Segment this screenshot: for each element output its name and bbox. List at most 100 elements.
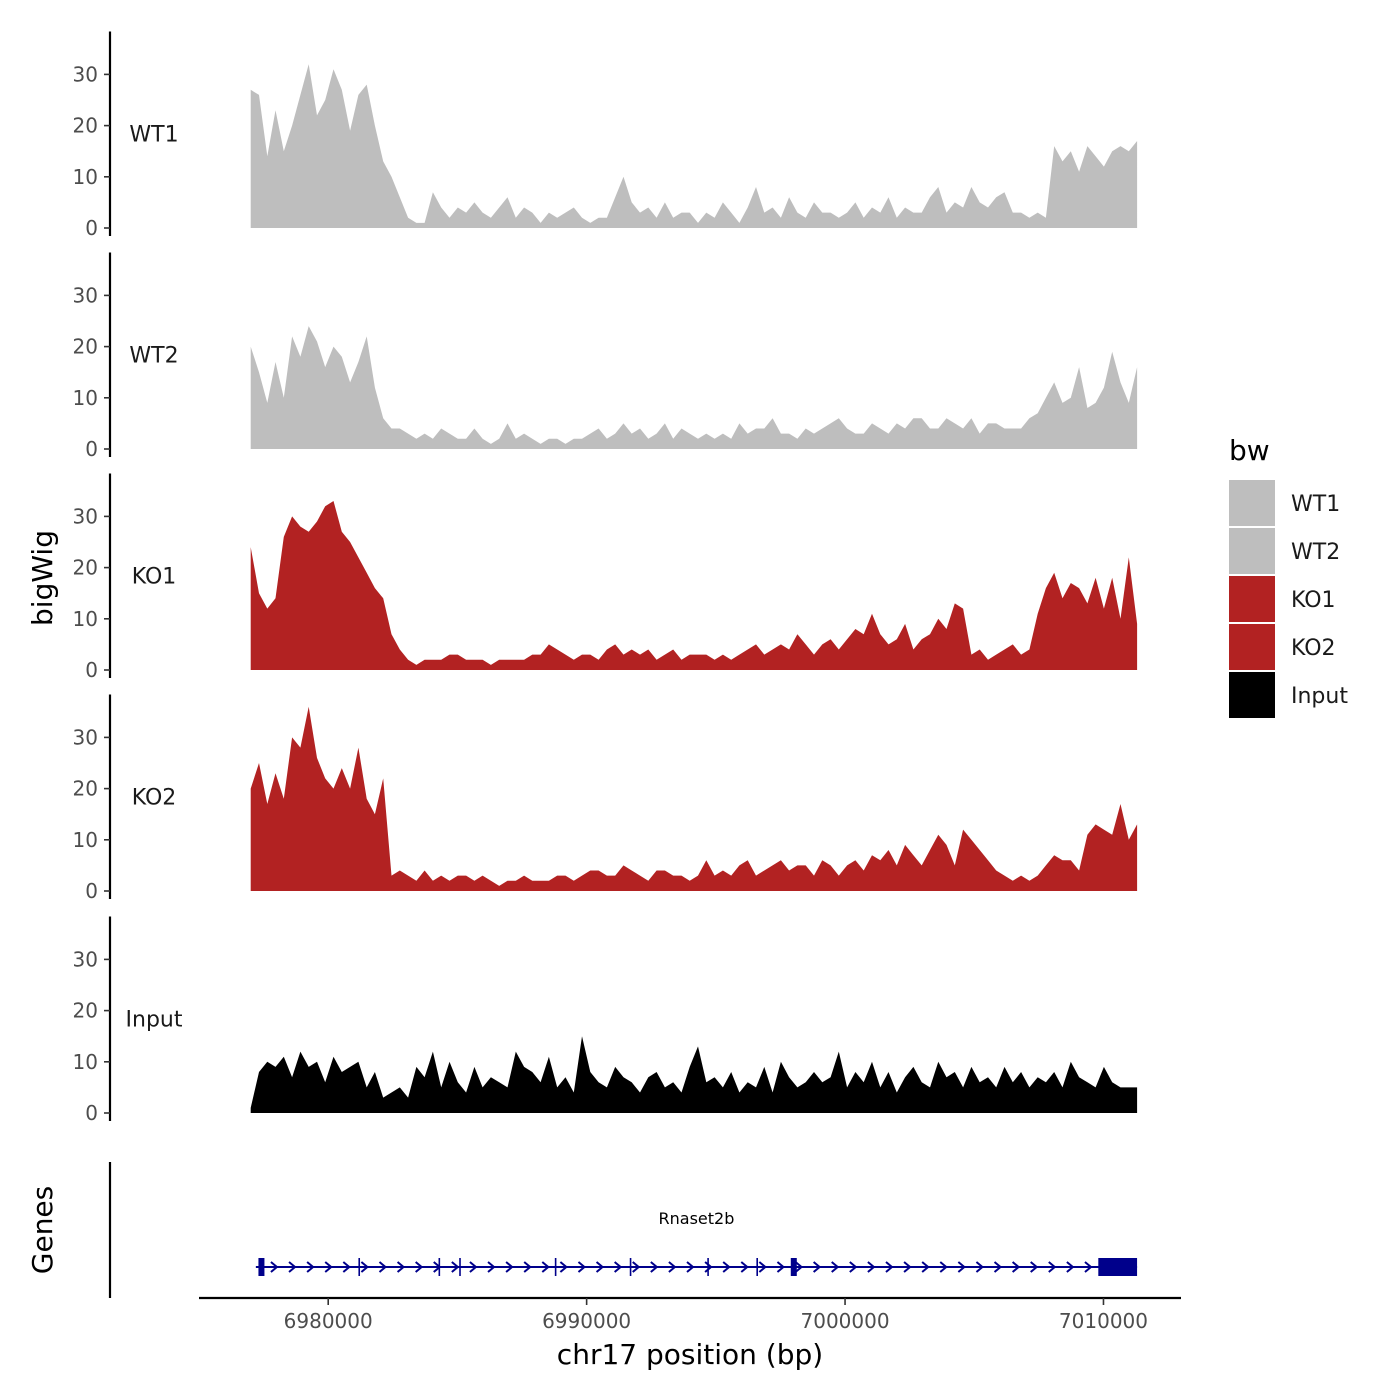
strand-arrow [595,1261,605,1273]
track-wt2: 0 10 20 30 WT2 [73,252,1138,461]
y-tick-label: 10 [73,386,98,410]
strand-arrow [704,1261,713,1273]
coverage-area-ko1 [250,501,1138,670]
y-tick-label: 0 [85,437,98,461]
track-ko2: 0 10 20 30 KO2 [73,694,1138,903]
gene-model [255,1258,1138,1276]
genes-axis-title: Genes [26,1186,59,1274]
exon-block [1098,1258,1138,1276]
strand-arrow [921,1261,930,1273]
x-tick-label: 7000000 [801,1309,890,1333]
strand-arrow [469,1261,478,1273]
strand-arrow [415,1261,424,1273]
legend-key-wt2 [1229,528,1275,574]
strand-arrow [342,1261,351,1273]
y-tick-label: 10 [73,165,98,189]
strand-arrow [957,1261,966,1273]
strand-arrow [975,1261,984,1273]
strand-arrow [794,1261,804,1273]
y-tick-label: 30 [73,725,98,749]
strand-arrow [758,1261,767,1273]
strand-arrow [668,1261,677,1273]
y-tick-label: 10 [73,607,98,631]
strand-arrow [632,1261,641,1273]
legend-key-ko1 [1229,576,1275,622]
strand-arrow [487,1261,496,1273]
strand-arrow [650,1261,659,1273]
strand-arrow [1066,1261,1075,1273]
legend-key-wt1 [1229,480,1275,526]
legend-label-wt2: WT2 [1291,540,1340,565]
legend-key-ko2 [1229,624,1275,670]
coverage-area-wt2 [250,326,1138,449]
legend-label-input: Input [1291,684,1348,709]
y-tick-label: 0 [85,216,98,240]
exon-block [790,1258,797,1276]
y-tick-label: 30 [73,62,98,86]
x-axis-title: chr17 position (bp) [557,1338,823,1371]
strand-arrow [903,1261,912,1273]
coverage-area-wt1 [250,64,1138,228]
y-tick-label: 10 [73,1050,98,1074]
track-ko1: 0 10 20 30 KO1 [73,473,1138,682]
strand-arrow [849,1261,858,1273]
strand-arrow [939,1261,948,1273]
strand-arrow [776,1261,786,1273]
strand-arrow [360,1261,369,1273]
strand-arrow [306,1261,315,1273]
y-tick-label: 20 [73,777,98,801]
x-tick-label: 7010000 [1059,1309,1148,1333]
x-tick-label: 6980000 [284,1309,373,1333]
coverage-area-ko2 [250,706,1138,891]
genes-panel: Genes Rnaset2b [26,1162,1138,1298]
track-label: WT1 [129,123,178,148]
y-tick-label: 10 [73,828,98,852]
y-tick-label: 30 [73,947,98,971]
strand-arrow [324,1261,333,1273]
track-label: WT2 [129,344,178,369]
strand-arrow [577,1261,587,1273]
legend-key-input [1229,672,1275,718]
coverage-area-input [250,1036,1138,1113]
strand-arrow [451,1261,460,1273]
strand-arrow [885,1261,894,1273]
strand-arrow [523,1261,532,1273]
strand-arrow [812,1261,822,1273]
track-label: Input [126,1008,183,1033]
strand-arrow [722,1261,731,1273]
x-tick-label: 6990000 [542,1309,631,1333]
exon-block [258,1258,265,1276]
strand-arrow [396,1261,406,1273]
strand-arrow [740,1261,749,1273]
y-tick-label: 30 [73,283,98,307]
strand-arrow [1084,1261,1093,1273]
legend-label-wt1: WT1 [1291,492,1340,517]
legend-label-ko1: KO1 [1291,588,1336,613]
strand-arrow [270,1261,279,1273]
strand-arrow [867,1261,876,1273]
strand-arrow [1048,1261,1057,1273]
gene-name-label: Rnaset2b [659,1209,735,1228]
y-tick-label: 20 [73,114,98,138]
strand-arrow [1011,1261,1021,1273]
strand-arrow [1030,1261,1039,1273]
legend-label-ko2: KO2 [1291,636,1336,661]
y-tick-label: 0 [85,1101,98,1125]
y-tick-label: 30 [73,504,98,528]
y-tick-label: 0 [85,658,98,682]
strand-arrow [831,1261,840,1273]
strand-arrow [378,1261,388,1273]
strand-arrow [614,1261,623,1273]
strand-arrow [686,1261,695,1273]
y-axis-title: bigWig [26,530,59,626]
y-tick-label: 20 [73,999,98,1023]
track-label: KO1 [132,565,177,590]
y-tick-label: 0 [85,879,98,903]
strand-arrow [559,1261,568,1273]
strand-arrow [505,1261,514,1273]
bigwig-tracks: 0 10 20 30 WT1 0 10 20 30 WT2 0 10 20 30 KO1 0 10 20 30 KO2… [73,31,1138,1125]
legend: bw WT1 WT2 KO1 KO2 Input [1229,434,1348,718]
strand-arrow [541,1261,550,1273]
strand-arrow [993,1261,1003,1273]
